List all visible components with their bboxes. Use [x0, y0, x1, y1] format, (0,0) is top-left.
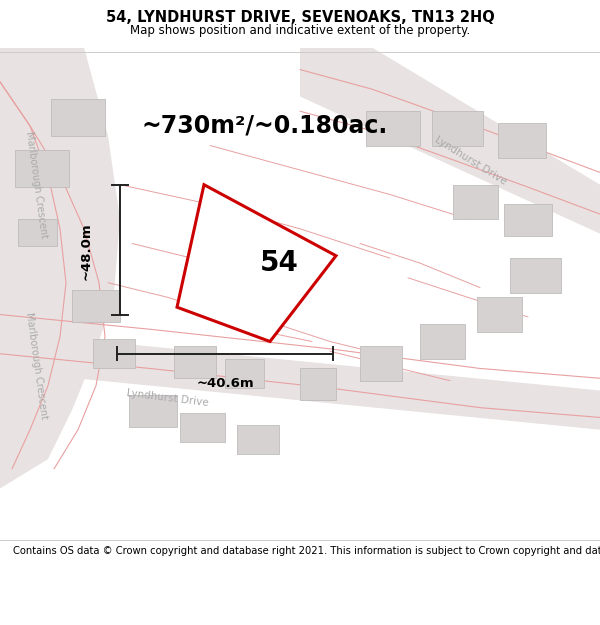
Polygon shape — [177, 185, 336, 341]
Polygon shape — [477, 298, 522, 332]
Polygon shape — [225, 359, 264, 388]
Polygon shape — [180, 412, 225, 442]
Polygon shape — [510, 258, 561, 292]
Text: Contains OS data © Crown copyright and database right 2021. This information is : Contains OS data © Crown copyright and d… — [13, 546, 600, 556]
Polygon shape — [498, 124, 546, 158]
Polygon shape — [0, 48, 120, 538]
Text: ~40.6m: ~40.6m — [196, 378, 254, 390]
Polygon shape — [18, 219, 57, 246]
Text: Lyndhurst Drive: Lyndhurst Drive — [433, 134, 509, 186]
Polygon shape — [51, 99, 105, 136]
Polygon shape — [129, 396, 177, 428]
Text: Map shows position and indicative extent of the property.: Map shows position and indicative extent… — [130, 24, 470, 37]
Polygon shape — [93, 339, 135, 369]
Text: ~48.0m: ~48.0m — [80, 222, 93, 279]
Polygon shape — [300, 48, 600, 234]
Polygon shape — [453, 185, 498, 219]
Polygon shape — [0, 332, 600, 430]
Polygon shape — [420, 324, 465, 359]
Polygon shape — [72, 290, 120, 322]
Polygon shape — [360, 346, 402, 381]
Polygon shape — [432, 111, 483, 146]
Text: Marlborough Crescent: Marlborough Crescent — [23, 312, 49, 420]
Polygon shape — [15, 151, 69, 187]
Text: 54: 54 — [260, 249, 298, 277]
Polygon shape — [504, 204, 552, 236]
Text: Lyndhurst Drive: Lyndhurst Drive — [127, 388, 209, 408]
Polygon shape — [237, 425, 279, 454]
Polygon shape — [174, 346, 216, 378]
Text: 54, LYNDHURST DRIVE, SEVENOAKS, TN13 2HQ: 54, LYNDHURST DRIVE, SEVENOAKS, TN13 2HQ — [106, 9, 494, 24]
Text: ~730m²/~0.180ac.: ~730m²/~0.180ac. — [141, 114, 387, 138]
Text: Marlborough Crescent: Marlborough Crescent — [23, 131, 49, 239]
Polygon shape — [366, 111, 420, 146]
Polygon shape — [300, 369, 336, 400]
